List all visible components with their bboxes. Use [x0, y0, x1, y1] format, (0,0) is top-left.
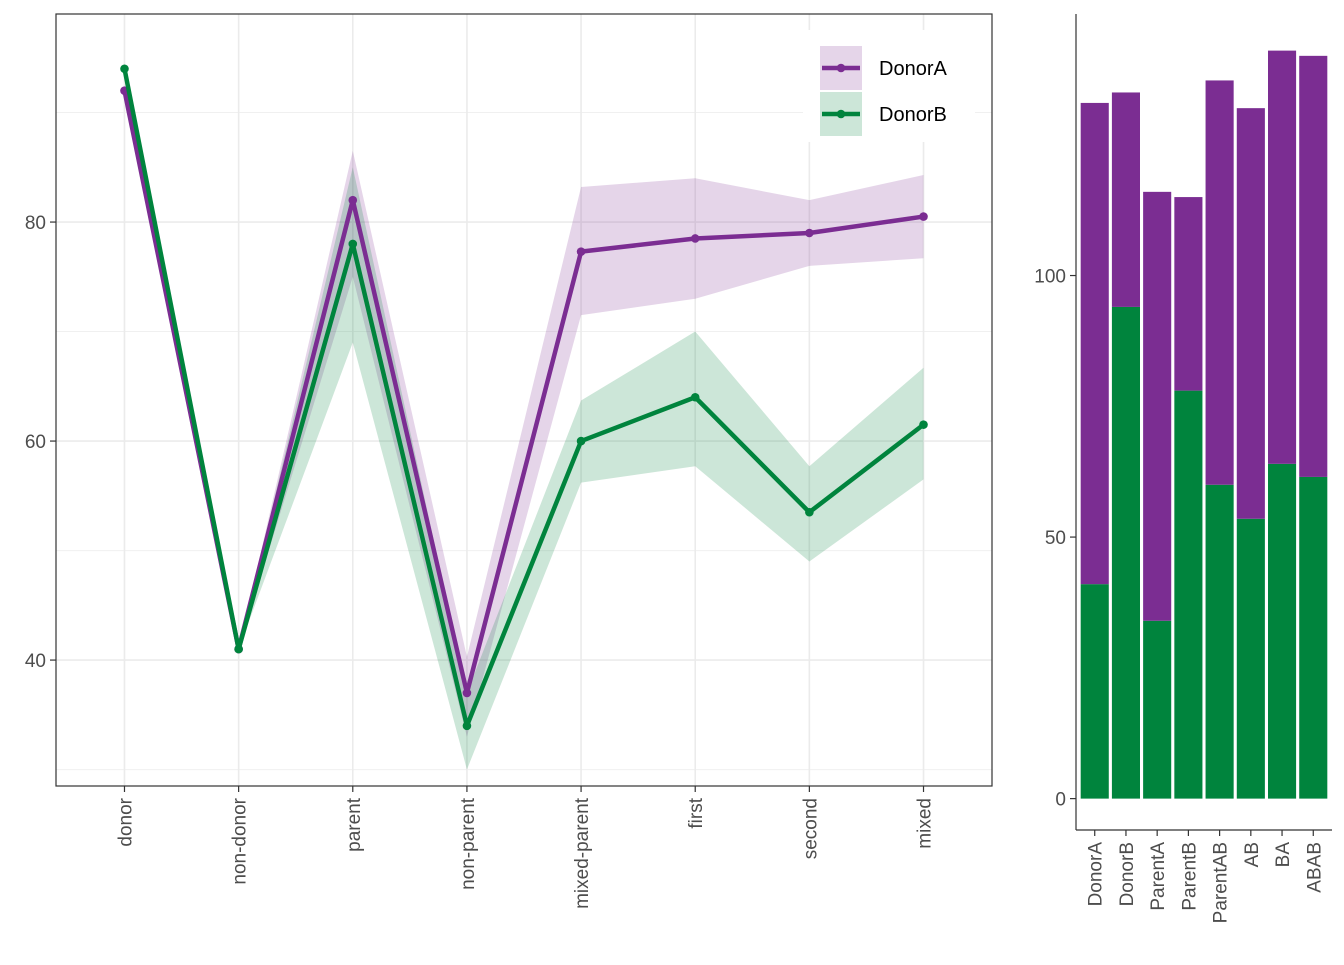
- data-point-donora: [690, 234, 700, 243]
- x-tick-label: ParentA: [1148, 842, 1169, 911]
- x-tick-label: DonorA: [1086, 842, 1107, 907]
- bar-segment-purple: [1080, 102, 1109, 585]
- data-point-donorb: [919, 420, 928, 429]
- x-tick-label: parent: [344, 797, 365, 852]
- bar-segment-green: [1143, 620, 1172, 799]
- data-point-donora: [462, 688, 472, 698]
- data-point-donorb: [120, 64, 129, 74]
- data-point-donorb: [805, 507, 814, 517]
- data-point-donorb: [234, 644, 243, 654]
- bar-segment-green: [1080, 584, 1109, 799]
- bar-segment-green: [1299, 476, 1328, 799]
- bar-segment-green: [1174, 390, 1203, 799]
- x-tick-label: ABAB: [1304, 842, 1325, 893]
- bar-segment-purple: [1268, 50, 1297, 464]
- data-point-donorb: [690, 392, 700, 402]
- data-point-donora: [919, 212, 928, 221]
- x-tick-label: non-donor: [230, 797, 251, 884]
- x-tick-label: mixed-parent: [572, 797, 593, 909]
- legend-label: DonorA: [879, 58, 947, 80]
- legend-key-point: [836, 109, 846, 119]
- data-point-donora: [576, 247, 586, 256]
- bar-segment-green: [1268, 463, 1297, 799]
- bar-segment-green: [1205, 484, 1234, 799]
- x-tick-label: ParentB: [1179, 842, 1200, 911]
- panel-border: [55, 13, 993, 787]
- data-point-donora: [348, 195, 358, 205]
- bar-segment-purple: [1143, 191, 1172, 621]
- legend-label: DonorB: [879, 104, 947, 126]
- legend-background: [803, 30, 975, 142]
- x-tick-label: donor: [115, 797, 136, 846]
- ribbon-donora: [124, 90, 924, 737]
- x-tick-label: DonorB: [1117, 842, 1138, 906]
- data-point-donora: [805, 228, 814, 238]
- bar-segment-green: [1236, 518, 1265, 799]
- bar-segment-purple: [1236, 108, 1265, 519]
- y-tick-label: 0: [1055, 790, 1066, 811]
- bar-segment-green: [1111, 306, 1140, 799]
- y-tick-label: 100: [1034, 267, 1066, 288]
- legend-key-point: [836, 63, 846, 73]
- bar-segment-purple: [1299, 55, 1328, 477]
- legend: DonorA DonorB: [803, 30, 975, 142]
- y-tick-label: 40: [25, 651, 46, 672]
- line-chart-panel: 40 60 80 donor non-donor parent non-parent mixe…: [25, 13, 993, 909]
- data-point-donorb: [462, 721, 472, 731]
- data-point-donorb: [576, 436, 586, 446]
- data-point-donorb: [348, 239, 358, 249]
- ribbon-donorb: [124, 68, 924, 770]
- x-tick-label: second: [800, 798, 821, 859]
- x-tick-label: mixed: [915, 798, 936, 849]
- y-tick-label: 50: [1045, 528, 1066, 549]
- series-line-donorb: [122, 66, 926, 729]
- bar-chart-panel: 0 50 100 DonorA DonorB ParentA ParentB ParentAB…: [1034, 14, 1332, 923]
- bar-segment-purple: [1111, 92, 1140, 307]
- x-tick-label: BA: [1273, 842, 1294, 868]
- y-tick-label: 80: [25, 213, 46, 234]
- x-tick-label: non-parent: [458, 797, 479, 890]
- x-tick-label: AB: [1242, 842, 1263, 867]
- y-tick-label: 60: [25, 432, 46, 453]
- x-tick-label: first: [686, 797, 707, 828]
- x-tick-label: ParentAB: [1211, 842, 1232, 923]
- bar-segment-purple: [1205, 80, 1234, 485]
- bar-segment-purple: [1174, 197, 1203, 391]
